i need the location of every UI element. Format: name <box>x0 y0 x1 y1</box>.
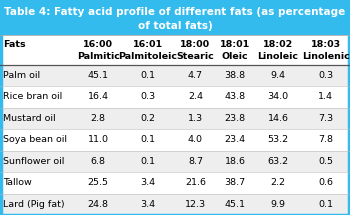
Text: Mustard oil: Mustard oil <box>3 114 55 123</box>
Text: 45.1: 45.1 <box>88 71 109 80</box>
Text: 0.1: 0.1 <box>140 71 155 80</box>
Text: Fats: Fats <box>3 40 26 49</box>
Text: Linolenic: Linolenic <box>302 52 350 61</box>
Text: 9.9: 9.9 <box>271 200 286 209</box>
Text: 2.8: 2.8 <box>91 114 106 123</box>
Text: 18:03: 18:03 <box>311 40 341 49</box>
Text: Lard (Pig fat): Lard (Pig fat) <box>3 200 64 209</box>
Text: 23.8: 23.8 <box>225 114 246 123</box>
Text: 7.8: 7.8 <box>318 135 333 144</box>
FancyBboxPatch shape <box>0 194 350 215</box>
Text: Oleic: Oleic <box>222 52 248 61</box>
FancyBboxPatch shape <box>0 86 350 108</box>
Text: 18.6: 18.6 <box>225 157 246 166</box>
Text: 25.5: 25.5 <box>88 178 109 187</box>
Text: 34.0: 34.0 <box>267 92 289 101</box>
FancyBboxPatch shape <box>0 64 350 86</box>
Text: Rice bran oil: Rice bran oil <box>3 92 62 101</box>
Text: 24.8: 24.8 <box>88 200 109 209</box>
Text: Soya bean oil: Soya bean oil <box>3 135 67 144</box>
Text: 3.4: 3.4 <box>140 178 155 187</box>
Text: 2.4: 2.4 <box>188 92 203 101</box>
Text: Palmitoleic: Palmitoleic <box>118 52 177 61</box>
Text: 4.0: 4.0 <box>188 135 203 144</box>
Text: 2.2: 2.2 <box>271 178 286 187</box>
Text: 16:01: 16:01 <box>133 40 163 49</box>
Text: 16.4: 16.4 <box>88 92 109 101</box>
Text: 3.4: 3.4 <box>140 200 155 209</box>
Text: 0.5: 0.5 <box>318 157 333 166</box>
FancyBboxPatch shape <box>0 108 350 129</box>
Text: Tallow: Tallow <box>3 178 31 187</box>
Text: 63.2: 63.2 <box>267 157 289 166</box>
Text: 7.3: 7.3 <box>318 114 333 123</box>
Text: 9.4: 9.4 <box>271 71 286 80</box>
Text: 18:00: 18:00 <box>180 40 210 49</box>
Text: 0.3: 0.3 <box>318 71 333 80</box>
Text: 1.3: 1.3 <box>188 114 203 123</box>
Text: Linoleic: Linoleic <box>258 52 299 61</box>
Text: 16:00: 16:00 <box>83 40 113 49</box>
FancyBboxPatch shape <box>0 35 350 64</box>
Text: of total fats): of total fats) <box>138 21 212 31</box>
Text: 23.4: 23.4 <box>225 135 246 144</box>
Text: 0.1: 0.1 <box>140 135 155 144</box>
FancyBboxPatch shape <box>0 129 350 150</box>
Text: 38.8: 38.8 <box>225 71 246 80</box>
Text: 11.0: 11.0 <box>88 135 109 144</box>
FancyBboxPatch shape <box>0 0 350 35</box>
Text: Sunflower oil: Sunflower oil <box>3 157 64 166</box>
Text: 0.3: 0.3 <box>140 92 155 101</box>
Text: Table 4: Fatty acid profile of different fats (as percentage: Table 4: Fatty acid profile of different… <box>4 7 346 17</box>
Text: 4.7: 4.7 <box>188 71 203 80</box>
Text: 1.4: 1.4 <box>318 92 333 101</box>
Text: 8.7: 8.7 <box>188 157 203 166</box>
Text: 45.1: 45.1 <box>225 200 246 209</box>
Text: Stearic: Stearic <box>176 52 214 61</box>
Text: Palm oil: Palm oil <box>3 71 40 80</box>
Text: 0.1: 0.1 <box>140 157 155 166</box>
Text: 12.3: 12.3 <box>185 200 206 209</box>
Text: 14.6: 14.6 <box>267 114 288 123</box>
Text: 18:01: 18:01 <box>220 40 250 49</box>
FancyBboxPatch shape <box>0 150 350 172</box>
Text: 6.8: 6.8 <box>91 157 106 166</box>
FancyBboxPatch shape <box>0 172 350 194</box>
Text: 0.6: 0.6 <box>318 178 333 187</box>
Text: 21.6: 21.6 <box>185 178 206 187</box>
Text: 18:02: 18:02 <box>263 40 293 49</box>
Text: 43.8: 43.8 <box>225 92 246 101</box>
Text: 38.7: 38.7 <box>225 178 246 187</box>
Text: Palmitic: Palmitic <box>77 52 120 61</box>
Text: 0.2: 0.2 <box>140 114 155 123</box>
Text: 53.2: 53.2 <box>267 135 289 144</box>
Text: 0.1: 0.1 <box>318 200 333 209</box>
